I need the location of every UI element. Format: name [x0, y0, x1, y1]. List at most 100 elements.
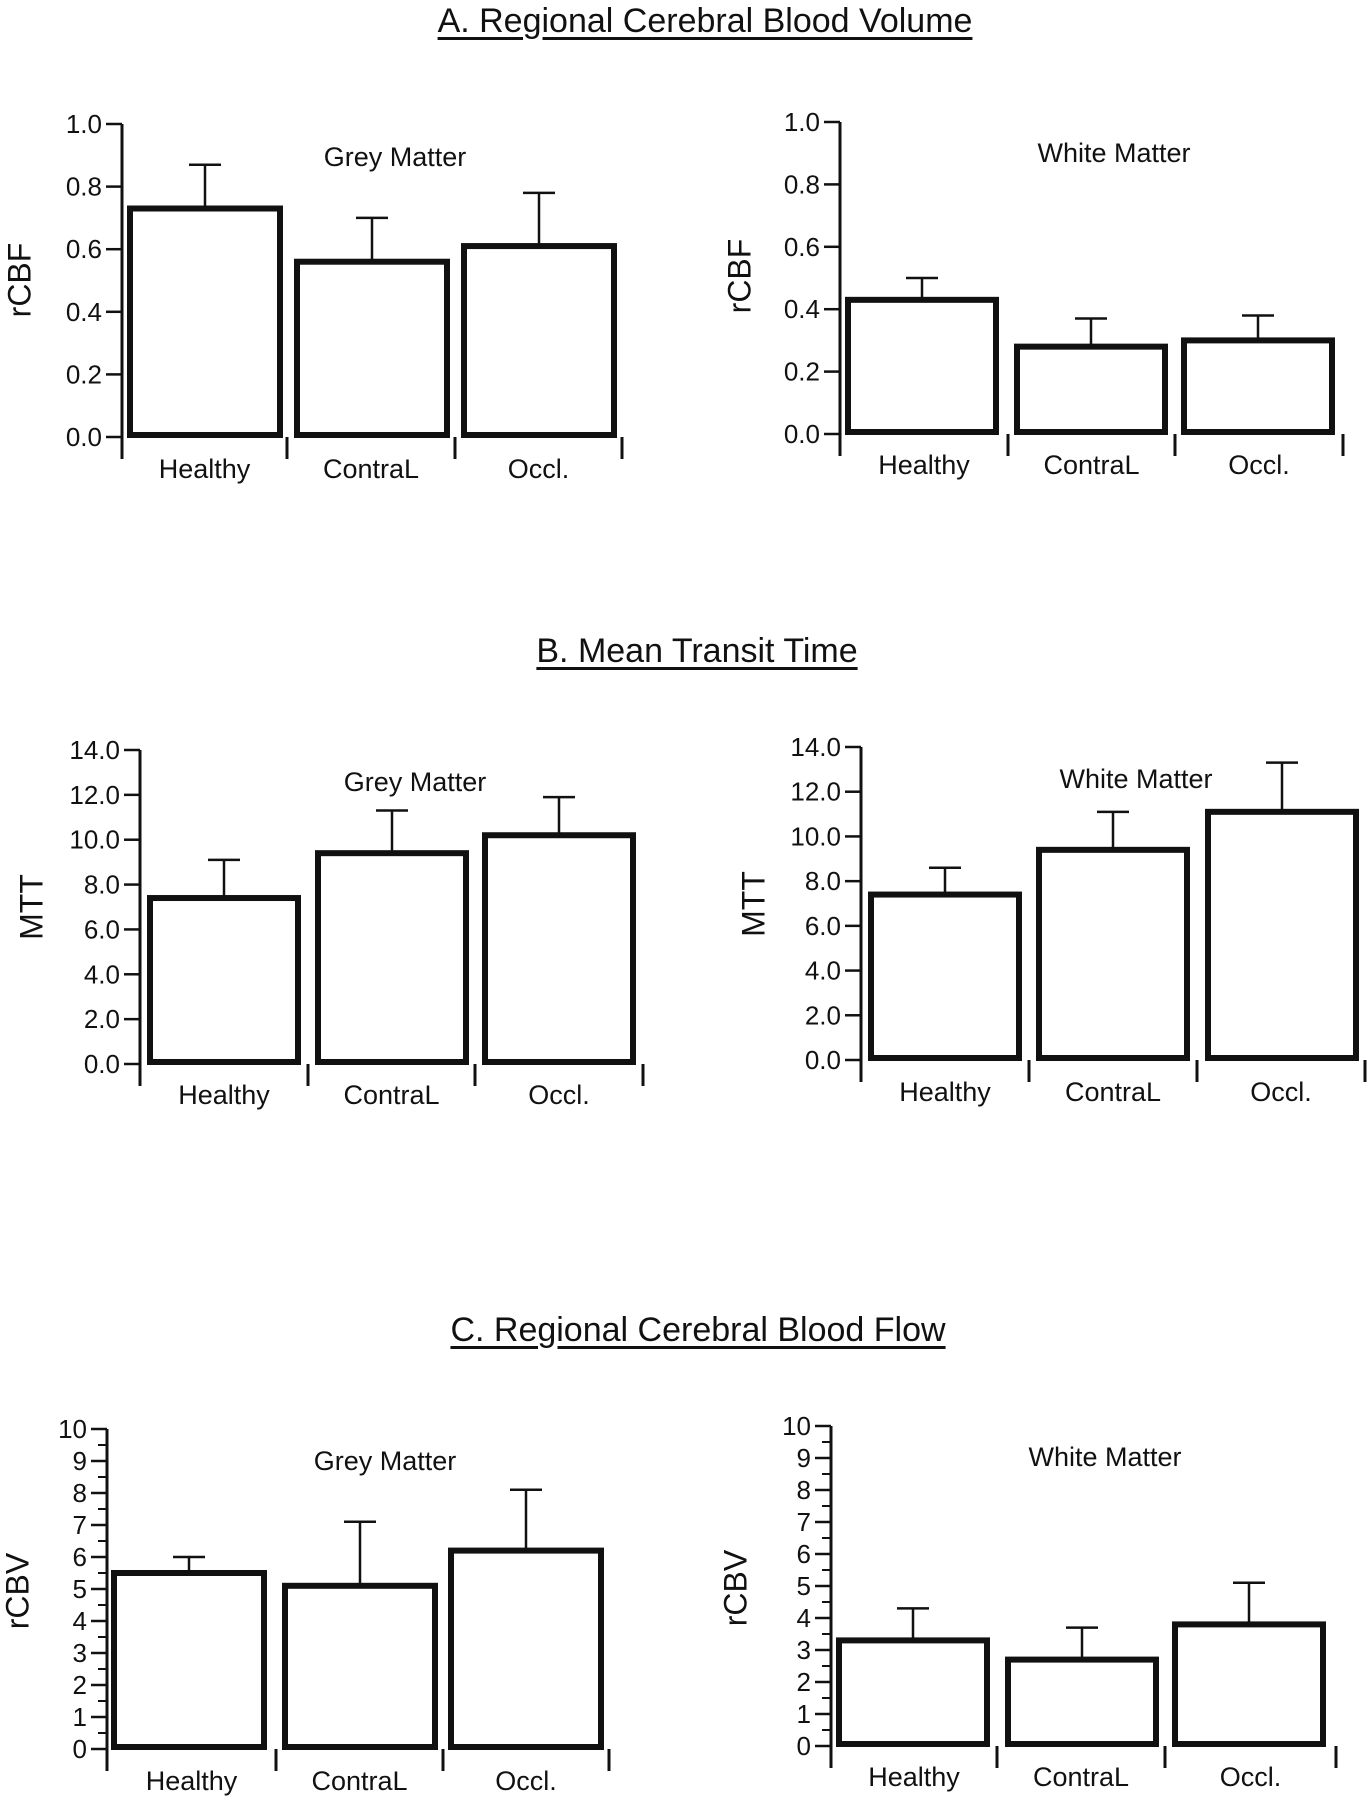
y-tick-label: 4.0 — [84, 959, 120, 989]
category-label: Healthy — [878, 450, 970, 480]
y-axis-label: rCBF — [1, 243, 37, 318]
y-tick-label: 4.0 — [805, 956, 841, 986]
category-label: ContraL — [1043, 450, 1139, 480]
y-tick-label: 6.0 — [84, 914, 120, 944]
y-tick-label: 8.0 — [805, 866, 841, 896]
category-label: ContraL — [343, 1080, 439, 1110]
section-title-c: C. Regional Cerebral Blood Flow — [450, 1311, 946, 1349]
bar — [294, 258, 450, 438]
y-axis-label: MTT — [735, 871, 771, 937]
y-tick-label: 0 — [73, 1734, 87, 1764]
bar — [1205, 808, 1359, 1061]
y-tick-label: 1.0 — [66, 109, 102, 139]
y-tick-label: 14.0 — [790, 732, 841, 762]
y-tick-label: 8 — [797, 1475, 811, 1505]
y-tick-label: 0.6 — [784, 232, 820, 262]
y-tick-label: 3 — [73, 1638, 87, 1668]
y-tick-label: 0.4 — [66, 297, 102, 327]
y-tick-label: 1 — [73, 1702, 87, 1732]
section-title-b: B. Mean Transit Time — [536, 632, 858, 670]
y-tick-label: 10 — [58, 1414, 87, 1444]
bar — [461, 243, 617, 438]
bar — [315, 850, 469, 1066]
bar — [1172, 1621, 1326, 1748]
y-axis-label: rCBV — [0, 1552, 35, 1629]
category-label: Occl. — [528, 1080, 590, 1110]
bar — [147, 895, 301, 1065]
category-label: Healthy — [159, 454, 251, 484]
category-label: Occl. — [495, 1766, 557, 1796]
y-tick-label: 0.8 — [784, 169, 820, 199]
y-tick-label: 1.0 — [784, 107, 820, 137]
y-tick-label: 12.0 — [69, 780, 120, 810]
bar — [1014, 343, 1168, 436]
panel-label: Grey Matter — [324, 142, 467, 172]
y-tick-label: 8 — [73, 1478, 87, 1508]
y-tick-label: 2 — [797, 1667, 811, 1697]
y-axis-label: MTT — [13, 874, 49, 940]
category-label: Healthy — [899, 1077, 991, 1107]
category-label: Healthy — [146, 1766, 238, 1796]
y-tick-label: 9 — [73, 1446, 87, 1476]
y-tick-label: 6 — [797, 1539, 811, 1569]
bar — [1005, 1656, 1159, 1747]
panel-label: Grey Matter — [344, 767, 487, 797]
y-tick-label: 6 — [73, 1542, 87, 1572]
panel-label: White Matter — [1028, 1442, 1181, 1472]
category-label: Occl. — [508, 454, 570, 484]
y-tick-label: 0.0 — [66, 422, 102, 452]
panel-label: White Matter — [1037, 138, 1190, 168]
bar — [1036, 846, 1190, 1061]
y-tick-label: 0.6 — [66, 234, 102, 264]
category-label: Occl. — [1220, 1762, 1282, 1792]
y-tick-label: 10.0 — [790, 821, 841, 851]
y-tick-label: 0.4 — [784, 294, 820, 324]
y-axis-label: rCBV — [717, 1549, 753, 1626]
y-tick-label: 4 — [73, 1606, 87, 1636]
y-tick-label: 10 — [782, 1411, 811, 1441]
y-tick-label: 0.0 — [84, 1049, 120, 1079]
y-tick-label: 12.0 — [790, 777, 841, 807]
y-tick-label: 14.0 — [69, 735, 120, 765]
category-label: ContraL — [311, 1766, 407, 1796]
y-tick-label: 4 — [797, 1603, 811, 1633]
y-tick-label: 2.0 — [805, 1000, 841, 1030]
y-tick-label: 3 — [797, 1635, 811, 1665]
bar — [836, 1637, 990, 1748]
y-tick-label: 0 — [797, 1731, 811, 1761]
category-label: ContraL — [1065, 1077, 1161, 1107]
y-tick-label: 7 — [797, 1507, 811, 1537]
y-tick-label: 0.0 — [784, 419, 820, 449]
y-tick-label: 1 — [797, 1699, 811, 1729]
y-tick-label: 0.0 — [805, 1045, 841, 1075]
category-label: ContraL — [323, 454, 419, 484]
category-label: Healthy — [868, 1762, 960, 1792]
y-tick-label: 6.0 — [805, 911, 841, 941]
bar — [127, 205, 283, 438]
y-tick-label: 0.2 — [66, 359, 102, 389]
y-tick-label: 2.0 — [84, 1004, 120, 1034]
y-tick-label: 5 — [797, 1571, 811, 1601]
category-label: Occl. — [1228, 450, 1290, 480]
bar — [482, 832, 636, 1065]
panel-label: White Matter — [1059, 764, 1212, 794]
y-axis-label: rCBF — [721, 239, 757, 314]
y-tick-label: 2 — [73, 1670, 87, 1700]
panel-label: Grey Matter — [314, 1446, 457, 1476]
category-label: ContraL — [1033, 1762, 1129, 1792]
category-label: Healthy — [178, 1080, 270, 1110]
section-title-a: A. Regional Cerebral Blood Volume — [437, 2, 973, 40]
y-tick-label: 10.0 — [69, 825, 120, 855]
y-tick-label: 7 — [73, 1510, 87, 1540]
bar — [868, 891, 1022, 1061]
y-tick-label: 5 — [73, 1574, 87, 1604]
category-label: Occl. — [1250, 1077, 1312, 1107]
y-tick-label: 0.2 — [784, 357, 820, 387]
y-tick-label: 8.0 — [84, 870, 120, 900]
